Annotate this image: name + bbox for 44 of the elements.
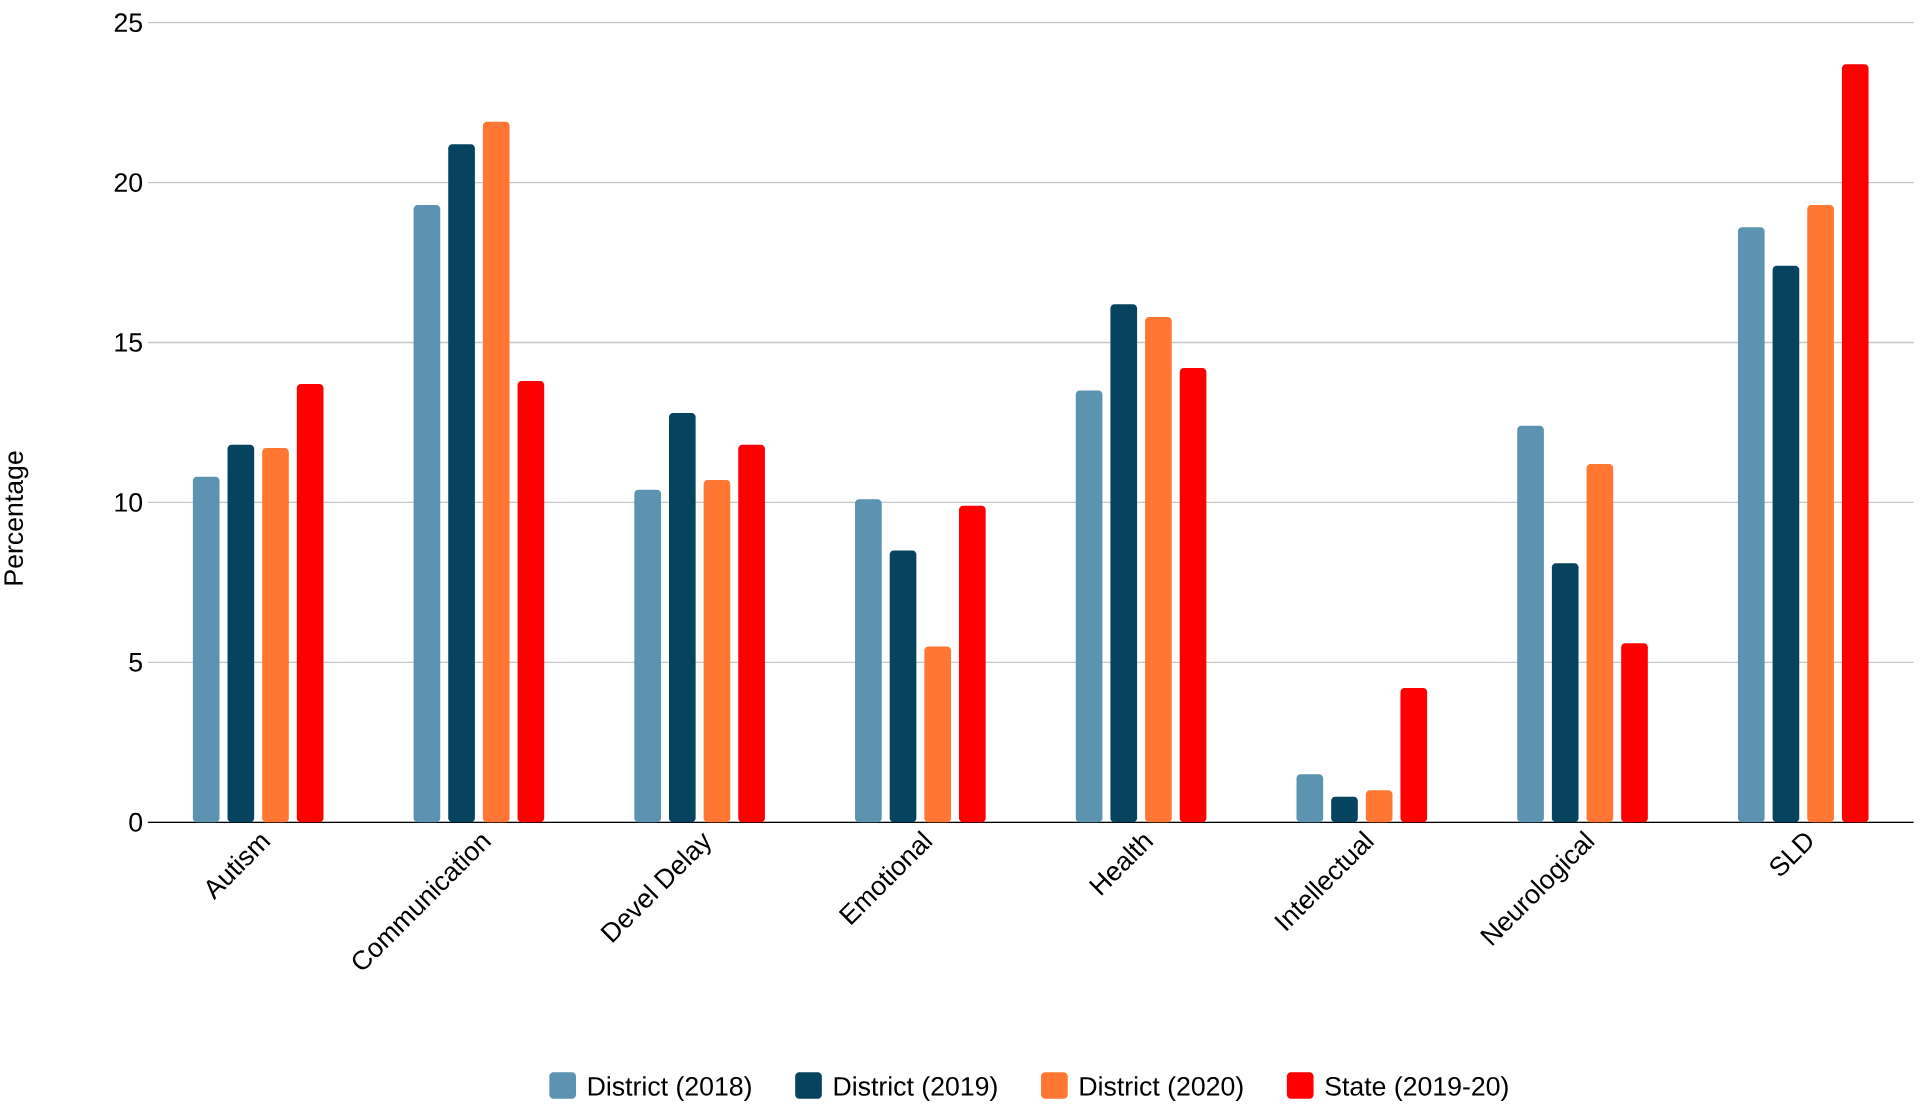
bar: [448, 144, 475, 823]
bar: [1365, 790, 1393, 823]
bar: [1772, 266, 1800, 823]
legend-label: District (2019): [834, 1076, 997, 1102]
bar: [1551, 563, 1579, 823]
bar: [262, 448, 289, 823]
y-tick-label: 10: [115, 493, 143, 513]
bar: [517, 381, 545, 823]
bar: [1517, 425, 1544, 823]
y-axis-title: Percentage: [4, 451, 29, 585]
y-tick-label: 25: [114, 13, 142, 33]
y-tick-label: 15: [115, 333, 142, 353]
bar: [1145, 317, 1172, 823]
bar: [738, 445, 765, 823]
bar: [227, 445, 255, 823]
bar: [703, 480, 731, 823]
bar: [1296, 774, 1324, 823]
bar: [634, 489, 661, 823]
y-tick-label: 20: [114, 173, 143, 193]
bar: [482, 122, 510, 823]
bar: [855, 499, 882, 823]
bar: [1586, 464, 1614, 823]
legend-label: District (2020): [1080, 1076, 1243, 1102]
y-tick-label: 0: [129, 813, 143, 832]
x-tick-label: SLD: [1770, 833, 1813, 876]
bar: [668, 413, 696, 823]
bar: [1737, 227, 1765, 823]
bar: [192, 477, 220, 823]
legend-label: State (2019-20): [1325, 1076, 1508, 1102]
bar: [924, 646, 952, 823]
bar: [1075, 390, 1103, 823]
bar: [1621, 643, 1648, 823]
bar: [1179, 368, 1207, 823]
bar: [1331, 796, 1358, 823]
bar: [296, 384, 324, 823]
bar: [1841, 64, 1869, 823]
legend-label: District (2018): [588, 1076, 751, 1102]
bar: [1807, 205, 1834, 823]
bar: [1400, 688, 1428, 823]
y-tick-label: 5: [129, 653, 142, 672]
bar: [889, 550, 917, 823]
bar: [1110, 304, 1138, 823]
bar: [413, 205, 441, 823]
bar: [959, 505, 986, 823]
